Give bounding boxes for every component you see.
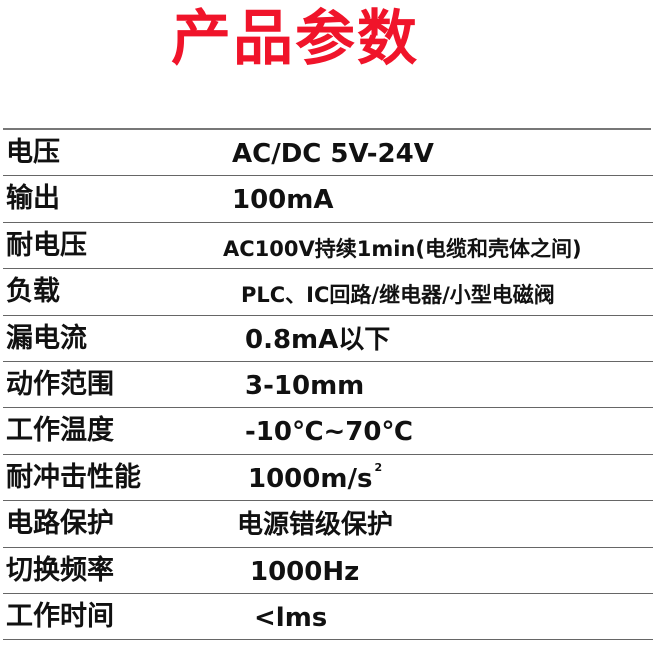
spec-row-voltage: 电压 AC/DC 5V-24V (3, 130, 653, 177)
page-title: 产品参数 (171, 4, 419, 74)
spec-value: PLC、IC回路/继电器/小型电磁阀 (241, 283, 555, 308)
spec-value-superscript: 2 (374, 460, 383, 474)
spec-row-withstand-voltage: 耐电压 AC100V持续1min(电缆和壳体之间) (3, 223, 653, 270)
spec-value: 0.8mA以下 (245, 324, 391, 355)
spec-row-circuit-protection: 电路保护 电源错级保护 (3, 501, 653, 548)
spec-value: 1000m/s (248, 463, 373, 494)
spec-row-switching-frequency: 切换频率 1000Hz (3, 548, 653, 594)
spec-value: <lms (254, 602, 328, 633)
spec-row-output: 输出 100mA (3, 176, 653, 223)
spec-label: 切换频率 (6, 554, 114, 586)
spec-value: 电源错级保护 (237, 510, 394, 541)
top-divider (3, 128, 651, 130)
spec-label: 工作温度 (6, 415, 114, 447)
spec-value: 3-10mm (245, 370, 365, 401)
spec-label: 工作时间 (6, 600, 114, 632)
spec-value: AC100V持续1min(电缆和壳体之间) (223, 236, 582, 261)
spec-label: 耐电压 (6, 229, 87, 261)
spec-value: 100mA (232, 185, 334, 216)
spec-row-operating-range: 动作范围 3-10mm (3, 362, 653, 409)
spec-label: 负载 (6, 276, 60, 308)
spec-value: 1000Hz (250, 556, 360, 587)
spec-label: 动作范围 (6, 368, 114, 400)
spec-row-operating-temperature: 工作温度 -10℃~70℃ (3, 408, 653, 455)
spec-label: 电压 (6, 137, 60, 168)
spec-row-leakage-current: 漏电流 0.8mA以下 (3, 316, 653, 362)
spec-label: 电路保护 (6, 508, 114, 540)
spec-row-shock-resistance: 耐冲击性能 1000m/s 2 (3, 455, 653, 502)
spec-value: AC/DC 5V-24V (232, 139, 434, 169)
spec-value-wrap: 1000m/s 2 (248, 460, 382, 498)
spec-table: 电压 AC/DC 5V-24V 输出 100mA 耐电压 AC100V持续1mi… (0, 130, 665, 641)
spec-label: 输出 (6, 183, 60, 215)
spec-label: 耐冲击性能 (6, 461, 141, 493)
spec-value: -10℃~70℃ (245, 417, 413, 448)
spec-label: 漏电流 (6, 322, 87, 354)
spec-row-load: 负载 PLC、IC回路/继电器/小型电磁阀 (3, 269, 653, 316)
spec-row-operating-time: 工作时间 <lms (3, 594, 653, 641)
